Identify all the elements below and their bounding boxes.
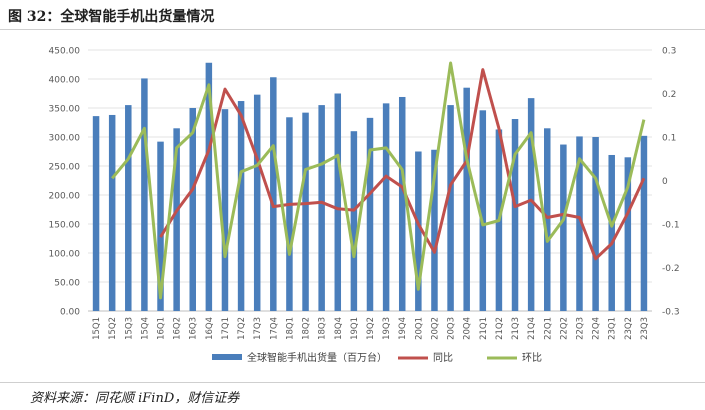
category-tick-label: 17Q2	[237, 317, 247, 340]
category-tick-label: 22Q4	[592, 317, 602, 340]
category-tick-label: 21Q3	[511, 317, 521, 340]
category-tick-label: 19Q1	[350, 317, 360, 340]
bar	[302, 112, 309, 311]
category-tick-label: 21Q2	[495, 317, 505, 340]
right-axis-tick-label: -0.2	[662, 264, 680, 274]
category-tick-label: 20Q4	[463, 317, 473, 340]
bar	[125, 105, 132, 311]
category-tick-label: 22Q1	[543, 317, 553, 340]
bar	[544, 128, 551, 311]
bar	[560, 144, 567, 311]
category-tick-label: 16Q4	[205, 317, 215, 340]
category-tick-label: 15Q4	[140, 317, 150, 340]
figure-title-bar: 图 32：全球智能手机出货量情况	[0, 0, 705, 30]
category-tick-label: 23Q3	[640, 317, 650, 340]
category-tick-label: 18Q1	[285, 317, 295, 340]
bar	[382, 103, 390, 311]
left-axis-tick-label: 50.00	[54, 279, 80, 289]
bar	[527, 98, 535, 311]
bar	[592, 137, 599, 311]
left-axis-tick-label: 0.00	[60, 308, 80, 318]
right-axis-tick-label: 0.1	[662, 134, 676, 144]
bar	[286, 117, 293, 311]
left-axis-tick-label: 150.00	[49, 221, 81, 231]
bar	[398, 96, 406, 311]
category-tick-label: 17Q3	[253, 317, 263, 340]
right-axis-tick-label: -0.3	[662, 308, 680, 318]
bar	[237, 101, 245, 311]
legend-swatch-bar	[212, 354, 242, 360]
bar	[270, 77, 277, 311]
bar	[576, 136, 583, 311]
category-tick-label: 23Q2	[624, 317, 634, 340]
bar	[415, 151, 422, 311]
category-tick-label: 20Q3	[447, 317, 457, 340]
category-tick-label: 19Q2	[366, 317, 376, 340]
bar	[447, 105, 454, 311]
figure-title: 图 32：全球智能手机出货量情况	[8, 9, 215, 25]
bar	[350, 131, 358, 311]
category-tick-label: 20Q2	[430, 317, 440, 340]
category-tick-label: 18Q2	[302, 317, 312, 340]
category-tick-label: 22Q3	[575, 317, 585, 340]
bar	[463, 87, 470, 311]
legend-label: 全球智能手机出货量（百万台）	[247, 351, 387, 364]
category-tick-label: 15Q1	[92, 317, 102, 340]
category-tick-label: 21Q1	[479, 317, 489, 340]
category-tick-label: 17Q1	[221, 317, 231, 340]
left-axis-tick-label: 200.00	[49, 192, 81, 202]
category-tick-label: 17Q4	[269, 317, 279, 340]
bar	[318, 105, 325, 311]
series-line	[111, 61, 646, 300]
bar	[479, 110, 487, 311]
bar	[173, 128, 180, 311]
bar	[640, 135, 648, 311]
left-axis-tick-label: 100.00	[49, 250, 81, 260]
bar	[511, 119, 519, 312]
source-note: 资料来源：同花顺 iFinD，财信证券	[30, 391, 240, 406]
left-axis-tick-label: 250.00	[49, 163, 81, 173]
bar	[157, 141, 164, 311]
category-tick-label: 16Q3	[189, 317, 199, 340]
left-axis-tick-label: 350.00	[49, 105, 81, 115]
category-tick-label: 16Q2	[173, 317, 183, 340]
right-axis-tick-label: 0.3	[662, 47, 676, 57]
bar	[334, 93, 342, 311]
bar	[205, 62, 213, 312]
bar	[189, 108, 196, 311]
category-tick-label: 18Q4	[334, 317, 344, 340]
category-tick-label: 19Q3	[382, 317, 392, 340]
left-axis-tick-label: 300.00	[49, 134, 81, 144]
right-axis-tick-label: 0.2	[662, 90, 676, 100]
category-tick-label: 20Q1	[414, 317, 424, 340]
bar	[221, 109, 229, 311]
bar	[141, 78, 148, 311]
category-tick-label: 23Q1	[608, 317, 618, 340]
right-axis-tick-label: 0	[662, 177, 668, 187]
bar	[608, 154, 615, 311]
bar	[108, 114, 116, 312]
legend-label: 同比	[433, 352, 453, 364]
bar	[624, 157, 632, 311]
category-tick-label: 21Q4	[527, 317, 537, 340]
footer-divider	[0, 382, 705, 383]
category-tick-label: 18Q3	[318, 317, 328, 340]
category-tick-label: 19Q4	[398, 317, 408, 340]
smartphone-shipments-chart: 0.00 50.00 100.00 150.00 200.00 250.00 300.00 3…	[49, 47, 680, 365]
bar	[366, 117, 374, 311]
legend-label: 环比	[522, 352, 542, 364]
left-axis-tick-label: 400.00	[49, 76, 81, 86]
left-axis-tick-label: 450.00	[49, 47, 81, 57]
right-axis-tick-label: -0.1	[662, 221, 680, 231]
category-tick-label: 15Q3	[124, 317, 134, 340]
bar	[92, 116, 100, 312]
bar	[253, 94, 261, 311]
category-tick-label: 16Q1	[157, 317, 167, 340]
category-tick-label: 22Q2	[559, 317, 569, 340]
bar	[431, 149, 438, 311]
category-tick-label: 15Q2	[108, 317, 118, 340]
